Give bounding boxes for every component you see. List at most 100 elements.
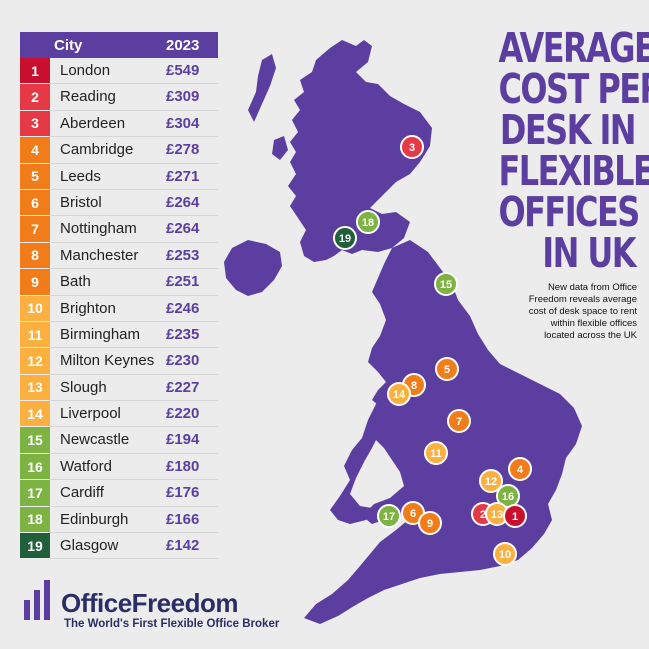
- map-marker-dot: [333, 226, 357, 250]
- map-marker-dot: [400, 135, 424, 159]
- row-divider: [50, 452, 218, 454]
- city-name: Watford: [60, 457, 112, 475]
- table-header: City 2023: [20, 32, 218, 58]
- table-row: 16 Watford £180: [20, 453, 218, 481]
- table-row: 6 Bristol £264: [20, 189, 218, 217]
- price-value: £246: [166, 299, 200, 317]
- city-name: Brighton: [60, 299, 116, 317]
- price-value: £176: [166, 484, 200, 502]
- rank-badge: 4: [20, 137, 50, 163]
- map-marker-label: 4: [517, 464, 524, 476]
- row-divider: [50, 558, 218, 560]
- map-marker-aberdeen: 3: [400, 135, 424, 159]
- city-name: Birmingham: [60, 325, 141, 343]
- row-divider: [50, 505, 218, 507]
- price-value: £549: [166, 62, 200, 79]
- rank-badge: 10: [20, 295, 50, 321]
- rank-badge: 5: [20, 163, 50, 189]
- city-name: Glasgow: [60, 537, 119, 555]
- table-row: 7 Nottingham £264: [20, 216, 218, 243]
- map-marker-label: 12: [485, 476, 497, 488]
- price-value: £180: [166, 457, 200, 475]
- city-name: Slough: [60, 378, 107, 396]
- map-marker-dot: [435, 357, 459, 381]
- map-marker-cardiff: 17: [377, 504, 401, 528]
- ranking-table: City 2023 1 London £549 2 Reading £309 3 Aberde…: [20, 32, 218, 560]
- map-marker-label: 11: [430, 448, 442, 460]
- map-marker-label: 13: [491, 509, 503, 521]
- city-name: Newcastle: [60, 431, 130, 449]
- uk-map-scotland: [288, 40, 432, 262]
- map-marker-label: 10: [499, 549, 511, 561]
- map-marker-label: 14: [393, 389, 406, 401]
- row-divider: [50, 109, 218, 111]
- price-value: £227: [166, 378, 200, 396]
- map-marker-dot: [387, 382, 411, 406]
- map-marker-label: 6: [410, 508, 416, 520]
- table-row: 3 Aberdeen £304: [20, 110, 218, 138]
- map-marker-leeds: 5: [435, 357, 459, 381]
- map-marker-label: 19: [339, 233, 351, 245]
- map-marker-dot: [377, 504, 401, 528]
- city-name: Cardiff: [60, 484, 104, 502]
- map-marker-london: 1: [503, 504, 527, 528]
- rank-badge: 3: [20, 110, 50, 137]
- city-name: London: [60, 62, 111, 79]
- map-marker-label: 16: [502, 491, 514, 503]
- map-marker-brighton: 10: [493, 542, 517, 566]
- map-marker-label: 18: [362, 217, 374, 229]
- table-row: 9 Bath £251: [20, 269, 218, 296]
- subtitle: New data from Office Freedom reveals ave…: [528, 282, 637, 341]
- row-divider: [50, 215, 218, 217]
- map-marker-dot: [447, 409, 471, 433]
- price-value: £278: [166, 141, 200, 159]
- map-marker-dot: [503, 504, 527, 528]
- price-value: £194: [166, 431, 200, 449]
- uk-map-england-wales: [304, 240, 582, 624]
- price-value: £166: [166, 510, 200, 528]
- map-marker-cambridge: 4: [508, 457, 532, 481]
- rank-badge: 19: [20, 533, 50, 559]
- row-divider: [50, 347, 218, 349]
- map-marker-label: 7: [456, 416, 462, 428]
- rank-badge: 17: [20, 480, 50, 506]
- price-value: £220: [166, 405, 200, 423]
- map-marker-watford: 16: [496, 484, 520, 508]
- rank-badge: 12: [20, 348, 50, 374]
- map-marker-dot: [508, 457, 532, 481]
- table-row: 11 Birmingham £235: [20, 321, 218, 349]
- title-line: AVERAGE: [498, 24, 649, 72]
- map-marker-birmingham: 11: [424, 441, 448, 465]
- map-marker-label: 5: [444, 364, 450, 376]
- row-divider: [50, 479, 218, 481]
- city-name: Bristol: [60, 193, 102, 211]
- rank-badge: 7: [20, 216, 50, 242]
- map-marker-dot: [418, 511, 442, 535]
- rank-badge: 11: [20, 321, 50, 348]
- row-divider: [50, 241, 218, 243]
- row-divider: [50, 400, 218, 402]
- map-marker-slough: 13: [485, 502, 509, 526]
- table-row: 17 Cardiff £176: [20, 480, 218, 507]
- table-row: 5 Leeds £271: [20, 163, 218, 190]
- map-marker-label: 2: [480, 509, 486, 521]
- title-line: COST PER: [498, 65, 649, 113]
- title-line: OFFICES: [498, 188, 641, 236]
- price-value: £142: [166, 537, 200, 555]
- table-row: 4 Cambridge £278: [20, 137, 218, 164]
- title-line: IN UK: [542, 229, 636, 277]
- price-value: £271: [166, 167, 200, 185]
- header-year: 2023: [166, 37, 200, 54]
- city-name: Manchester: [60, 246, 139, 264]
- city-name: Milton Keynes: [60, 352, 155, 370]
- title-line: FLEXIBLE: [498, 147, 649, 195]
- uk-map-isles: [248, 54, 276, 122]
- price-value: £304: [166, 114, 200, 132]
- title-line: DESK IN: [499, 106, 637, 154]
- map-marker-glasgow: 19: [333, 226, 357, 250]
- table-row: 15 Newcastle £194: [20, 427, 218, 454]
- row-divider: [50, 294, 218, 296]
- logo-tagline: The World's First Flexible Office Broker: [64, 618, 280, 630]
- row-divider: [50, 532, 218, 534]
